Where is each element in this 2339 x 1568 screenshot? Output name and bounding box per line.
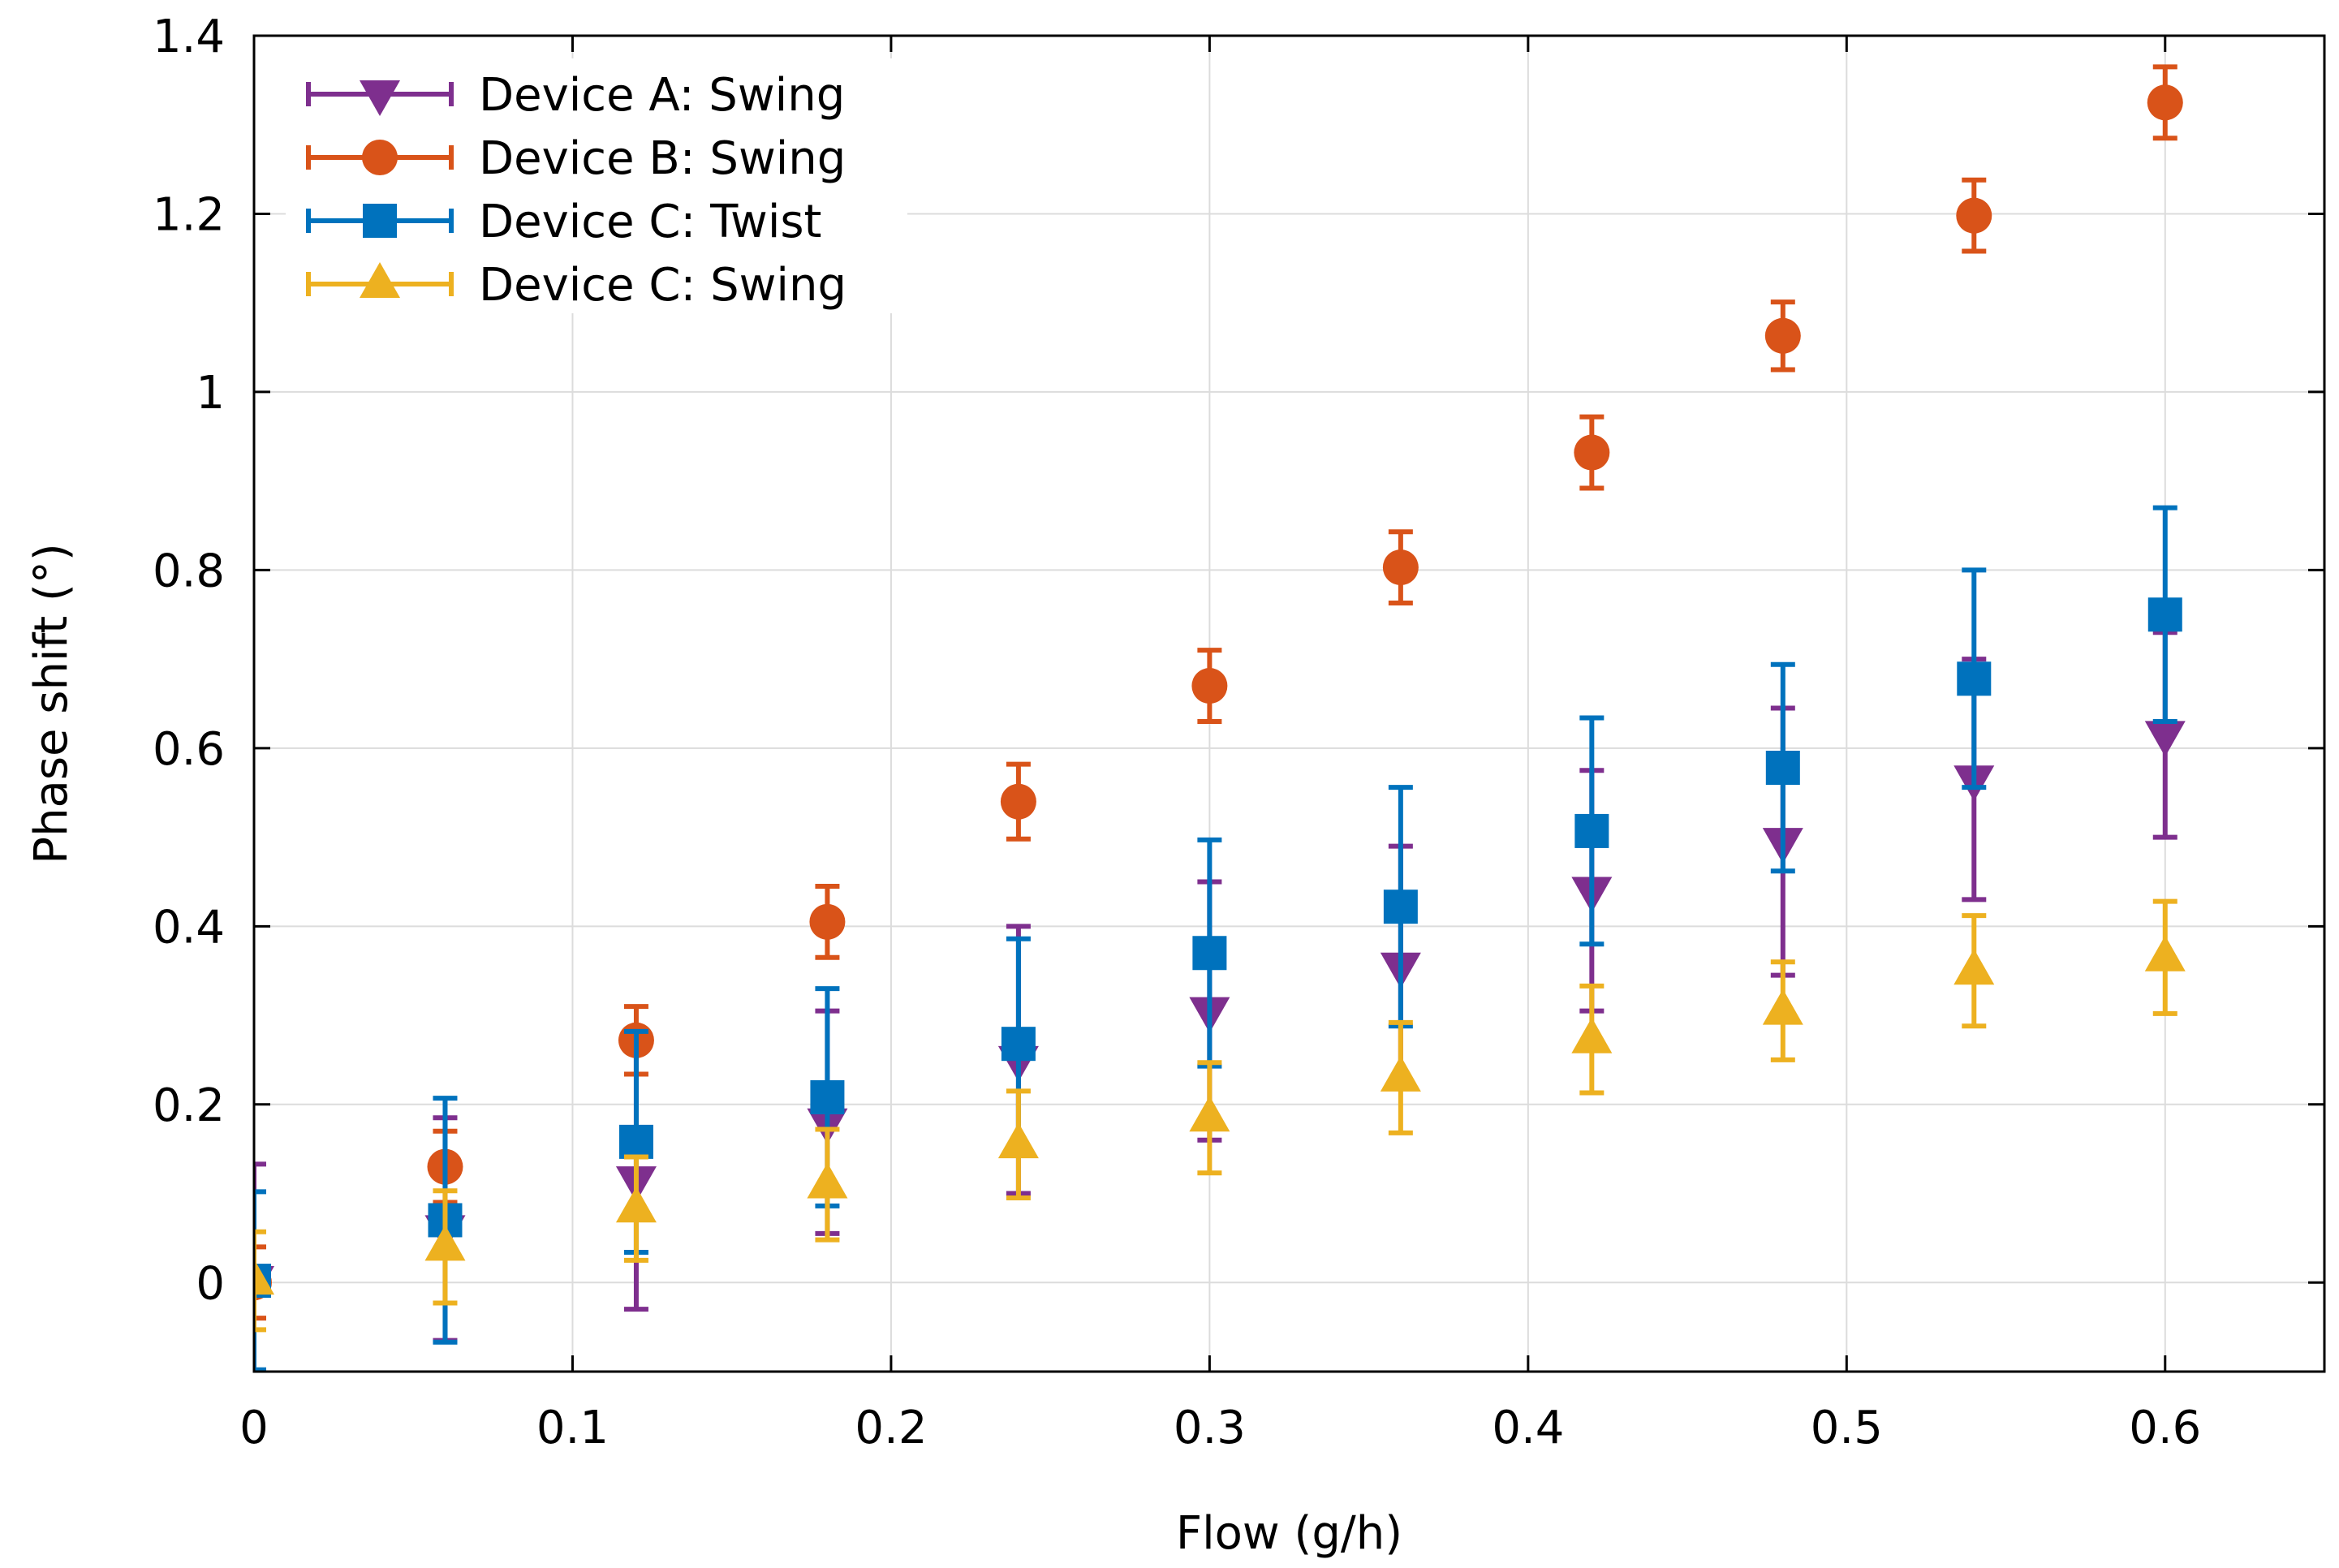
legend-item-2: Device C: Twist	[306, 196, 822, 248]
legend-marker	[360, 262, 400, 298]
x-tick-label: 0	[239, 1402, 269, 1454]
legend-item-1: Device B: Swing	[306, 132, 846, 185]
data-point	[2144, 935, 2186, 971]
data-point	[1574, 813, 1609, 848]
x-tick-label: 0.3	[1174, 1402, 1246, 1454]
data-point	[1765, 751, 1800, 786]
y-axis-ticks: 0 0.2 0.4 0.6 0.8 1 1.2 1.4	[153, 11, 2324, 1310]
data-point	[615, 1187, 657, 1223]
data-point	[1764, 317, 1801, 354]
data-point	[807, 1162, 848, 1199]
y-tick-label: 1.4	[153, 11, 225, 63]
legend-marker	[362, 140, 398, 175]
data-point	[1953, 949, 1995, 985]
data-point	[810, 1080, 845, 1115]
data-point	[1380, 1055, 1421, 1092]
data-point	[424, 1225, 466, 1261]
data-point	[2147, 84, 2183, 121]
series-3	[254, 898, 2186, 1333]
x-tick-label: 0.1	[536, 1402, 609, 1454]
legend-marker	[363, 204, 397, 238]
y-tick-label: 1	[196, 367, 225, 420]
data-point	[2147, 597, 2182, 632]
data-point	[1571, 1017, 1613, 1053]
data-point	[1383, 890, 1418, 924]
x-axis-ticks: 0 0.1 0.2 0.3 0.4 0.5 0.6	[239, 36, 2201, 1454]
x-tick-label: 0.5	[1811, 1402, 1883, 1454]
y-tick-label: 0.4	[153, 901, 225, 954]
y-tick-label: 0	[196, 1257, 225, 1310]
legend: Device A: Swing Device B: Swing Device C: …	[286, 58, 907, 313]
legend-label: Device C: Swing	[479, 259, 846, 312]
legend-marker	[360, 80, 400, 116]
x-tick-label: 0.6	[2129, 1402, 2201, 1454]
data-point	[1956, 197, 1992, 234]
x-tick-label: 0.4	[1492, 1402, 1564, 1454]
data-point	[1957, 661, 1992, 696]
data-point	[997, 1122, 1039, 1159]
data-point	[1192, 936, 1227, 971]
legend-label: Device A: Swing	[479, 69, 845, 122]
y-tick-label: 1.2	[153, 188, 225, 241]
legend-item-3: Device C: Swing	[306, 259, 846, 312]
data-point	[254, 1259, 274, 1295]
data-point	[809, 903, 846, 940]
data-point	[1191, 668, 1228, 704]
legend-label: Device C: Twist	[479, 196, 822, 248]
data-point	[1189, 1096, 1230, 1132]
data-point	[1001, 1027, 1036, 1062]
data-point	[2144, 721, 2186, 757]
data-point	[1574, 434, 1610, 471]
x-tick-label: 0.2	[855, 1402, 927, 1454]
data-point	[1762, 989, 1803, 1025]
data-point	[1382, 549, 1419, 586]
legend-background	[286, 58, 907, 313]
data-point	[618, 1124, 653, 1159]
legend-item-0: Device A: Swing	[306, 69, 845, 122]
plot-frame	[252, 34, 2326, 1373]
data-point	[1000, 783, 1036, 820]
x-axis-title: Flow (g/h)	[1176, 1507, 1402, 1560]
y-tick-label: 0.2	[153, 1079, 225, 1132]
y-tick-label: 0.8	[153, 545, 225, 597]
y-tick-label: 0.6	[153, 723, 225, 776]
y-axis-title: Phase shift (°)	[25, 543, 78, 864]
legend-label: Device B: Swing	[479, 132, 846, 185]
plot-series	[254, 64, 2186, 1372]
